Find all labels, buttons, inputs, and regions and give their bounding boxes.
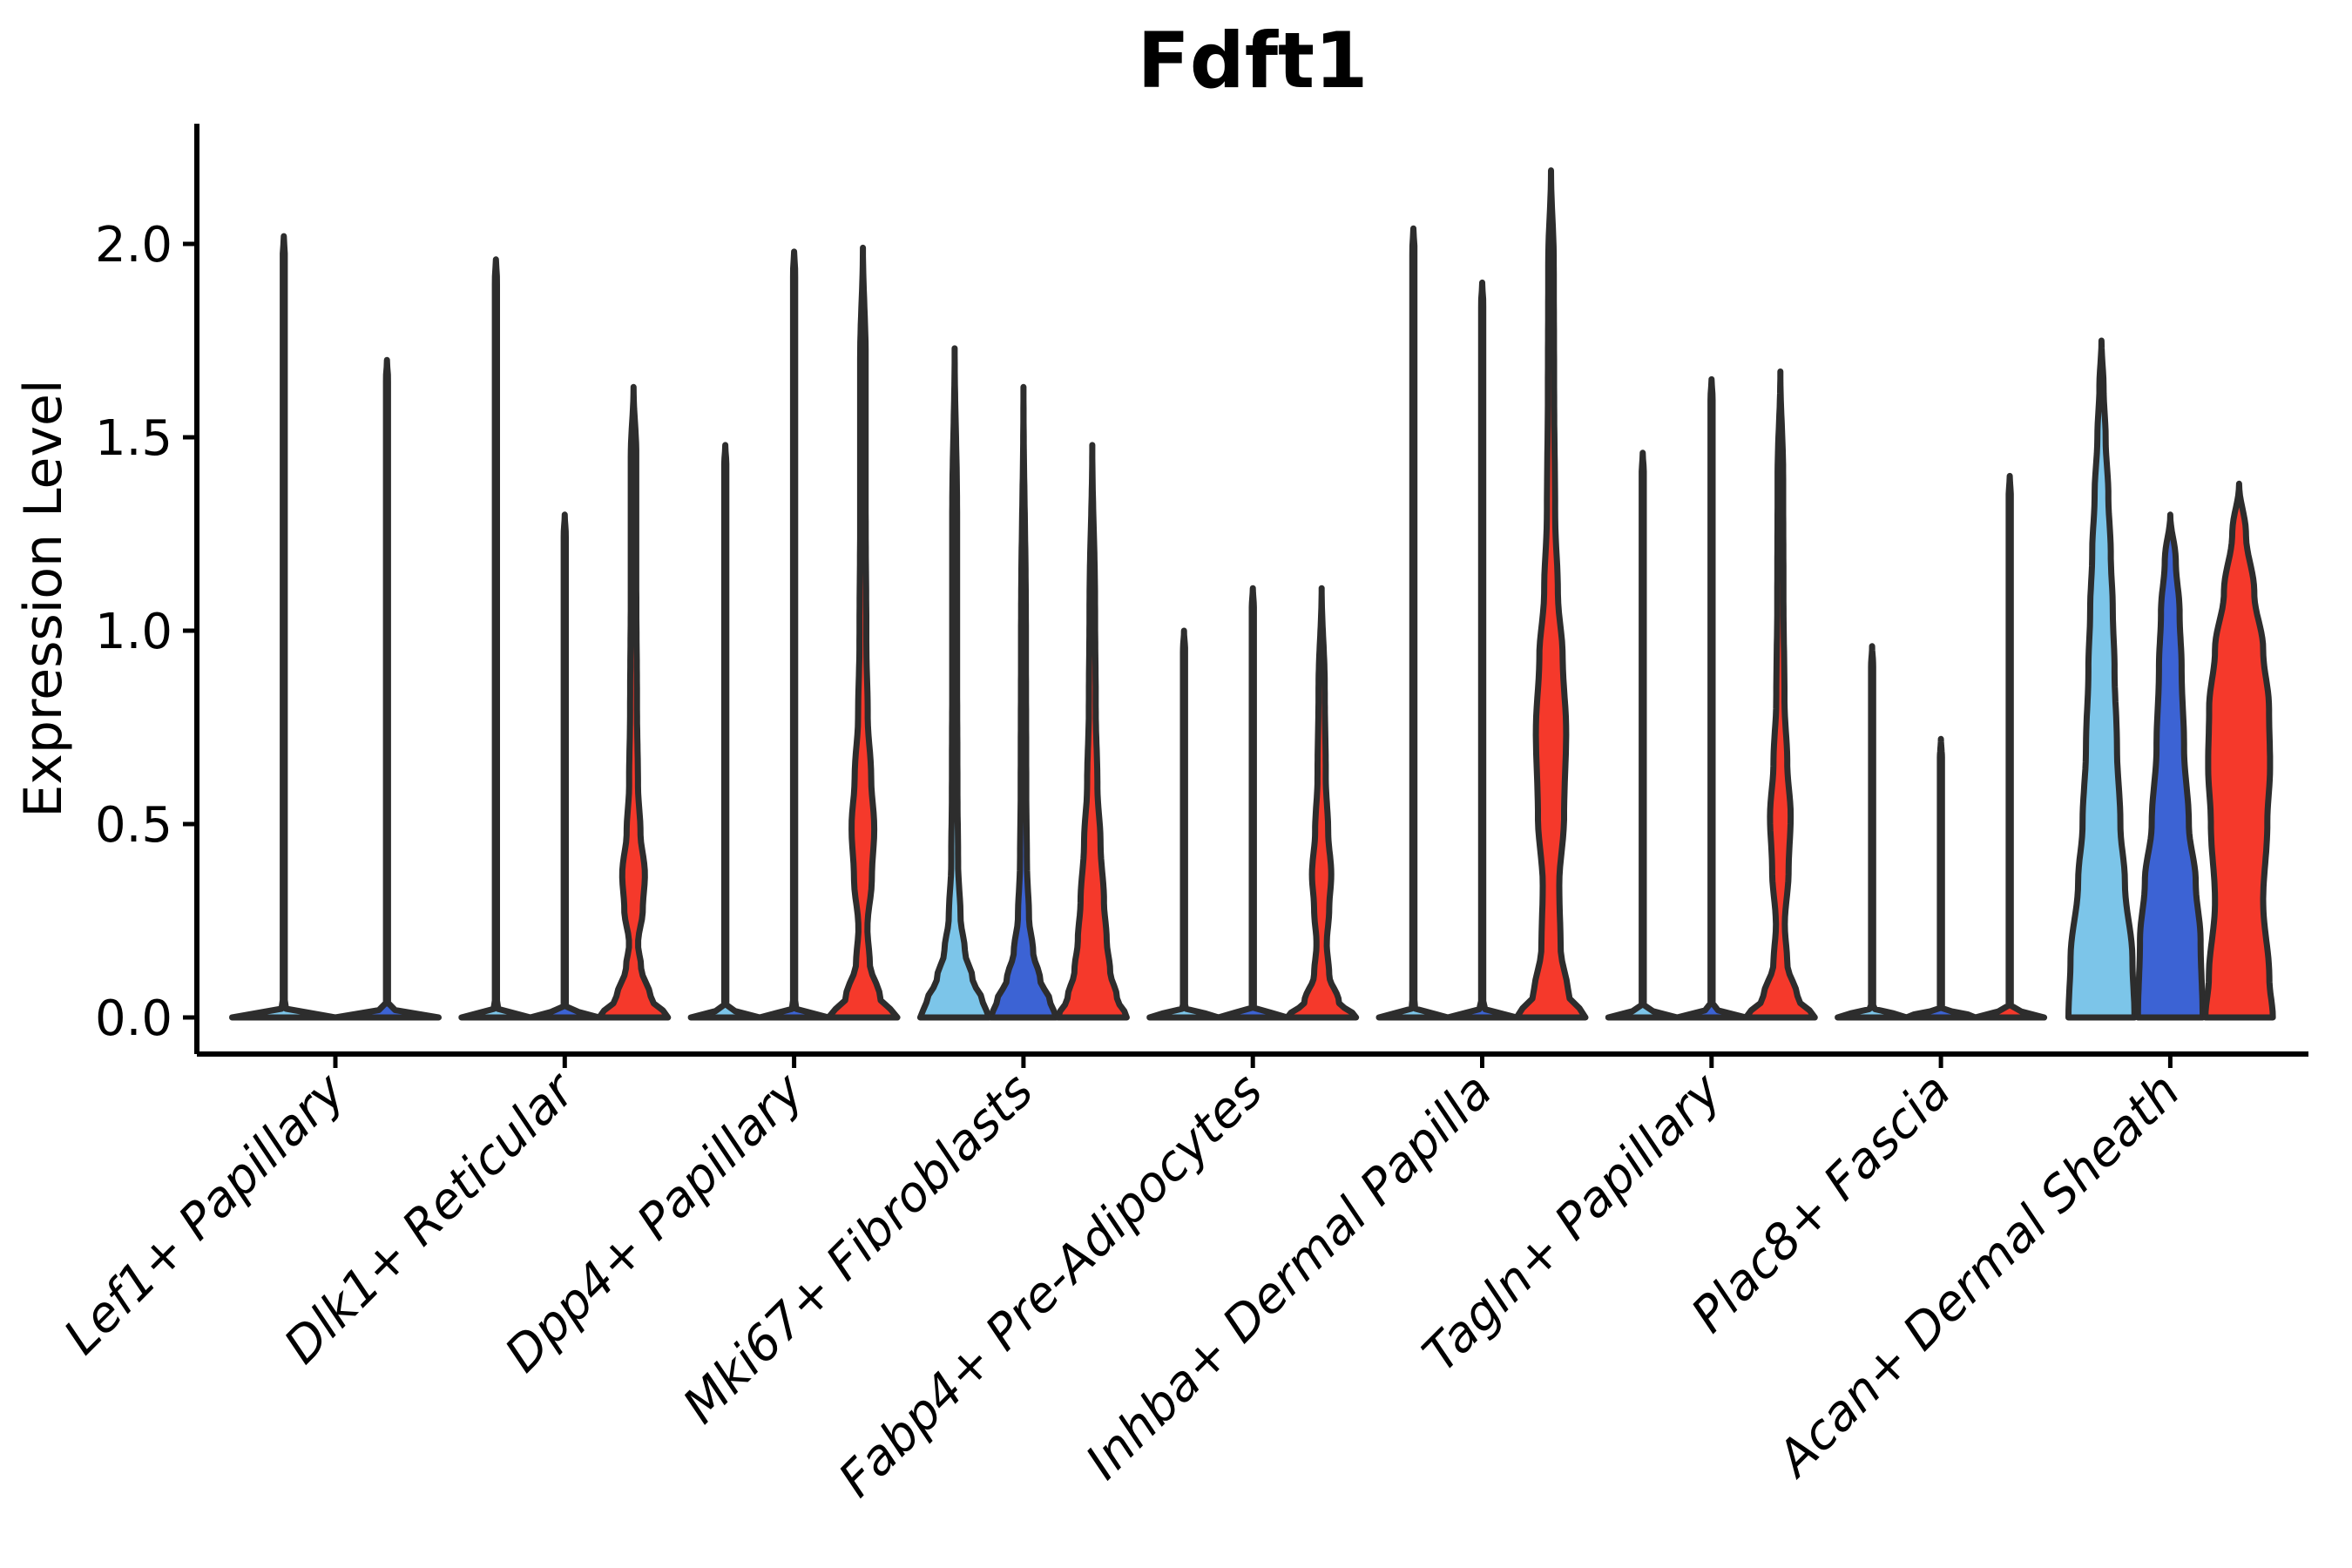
violin-0-sample_2: [332, 356, 442, 1021]
violin-4-sample_2: [1215, 585, 1291, 1021]
violin-3-sample_1: [916, 345, 992, 1021]
violin-2-sample_2: [756, 248, 832, 1021]
violin-5-sample_2: [1444, 279, 1520, 1021]
violins: [229, 167, 2276, 1021]
violin-7-sample_3: [1972, 472, 2048, 1021]
violin-7-sample_1: [1835, 643, 1910, 1021]
chart-title: Fdft1: [1138, 16, 1369, 105]
violin-4-sample_3: [1284, 585, 1360, 1021]
violin-3-sample_2: [987, 383, 1059, 1021]
violin-6-sample_1: [1605, 449, 1680, 1021]
violin-8-sample_1: [2065, 337, 2138, 1021]
violin-5-sample_3: [1513, 167, 1589, 1021]
y-tick-label: 2.0: [95, 217, 172, 274]
violin-4-sample_1: [1146, 627, 1222, 1021]
x-tick-label: Fabp4+ Pre-Adipocytes: [828, 1063, 1274, 1508]
violin-6-sample_3: [1742, 368, 1818, 1021]
violin-1-sample_1: [458, 256, 534, 1021]
violin-2-sample_1: [687, 442, 763, 1021]
violin-3-sample_3: [1054, 442, 1130, 1021]
y-tick-label: 0.5: [95, 797, 172, 854]
x-tick-label: Inhba+ Dermal Papilla: [1075, 1063, 1503, 1490]
violin-8-sample_3: [2202, 480, 2276, 1021]
violin-6-sample_2: [1673, 375, 1749, 1021]
violin-1-sample_2: [527, 511, 603, 1021]
y-tick-label: 0.0: [95, 990, 172, 1047]
violin-8-sample_2: [2134, 511, 2206, 1021]
violin-0-sample_1: [229, 233, 339, 1021]
axes: [183, 124, 2308, 1068]
violin-1-sample_3: [596, 383, 672, 1021]
y-tick-label: 1.0: [95, 604, 172, 660]
y-axis-label: Expression Level: [13, 379, 74, 817]
violin-2-sample_3: [825, 244, 901, 1021]
violin-7-sample_2: [1903, 735, 1979, 1021]
violin-5-sample_1: [1375, 225, 1451, 1021]
y-tick-label: 1.5: [95, 410, 172, 467]
x-tick-label: Acan+ Dermal Sheath: [1765, 1063, 2191, 1489]
